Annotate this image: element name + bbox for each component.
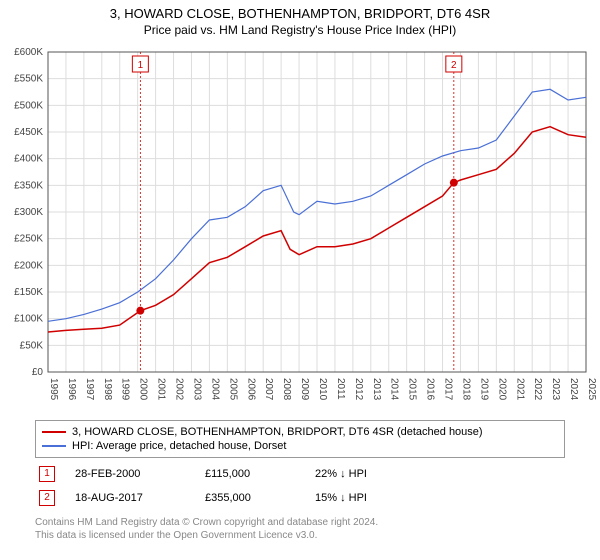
svg-text:2005: 2005 [227, 378, 238, 401]
svg-text:2008: 2008 [281, 378, 292, 401]
price-chart: £0 £50K £100K £150K £200K £250K £300K £350K £400… [0, 44, 600, 414]
sales-table: 1 28-FEB-2000 £115,000 22% ↓ HPI 2 18-AU… [35, 462, 565, 510]
sale-marker-icon: 1 [39, 466, 55, 482]
svg-text:£500K: £500K [14, 100, 43, 111]
footer-line: Contains HM Land Registry data © Crown c… [35, 516, 565, 529]
svg-text:2025: 2025 [586, 378, 597, 401]
svg-text:£200K: £200K [14, 260, 43, 271]
svg-text:1999: 1999 [120, 378, 131, 401]
sale-date: 18-AUG-2017 [75, 492, 205, 504]
svg-text:2007: 2007 [263, 378, 274, 401]
sale-diff: 15% ↓ HPI [315, 492, 435, 504]
table-row: 2 18-AUG-2017 £355,000 15% ↓ HPI [35, 486, 565, 510]
svg-text:2022: 2022 [532, 378, 543, 401]
legend-row: 3, HOWARD CLOSE, BOTHENHAMPTON, BRIDPORT… [42, 425, 558, 439]
svg-text:2: 2 [451, 60, 457, 71]
chart-title-block: 3, HOWARD CLOSE, BOTHENHAMPTON, BRIDPORT… [0, 0, 600, 37]
svg-text:£300K: £300K [14, 207, 43, 218]
svg-text:£150K: £150K [14, 287, 43, 298]
svg-text:2015: 2015 [407, 378, 418, 401]
svg-text:£100K: £100K [14, 314, 43, 325]
svg-text:1998: 1998 [102, 378, 113, 401]
svg-text:2013: 2013 [371, 378, 382, 401]
legend-swatch-price [42, 431, 66, 433]
sale-price: £355,000 [205, 492, 315, 504]
svg-text:£50K: £50K [20, 340, 44, 351]
svg-text:2001: 2001 [156, 378, 167, 401]
svg-text:2004: 2004 [209, 378, 220, 401]
svg-text:2024: 2024 [568, 378, 579, 401]
legend-label: HPI: Average price, detached house, Dors… [72, 440, 286, 452]
svg-text:2002: 2002 [174, 378, 185, 401]
chart-title: 3, HOWARD CLOSE, BOTHENHAMPTON, BRIDPORT… [0, 6, 600, 21]
svg-text:£250K: £250K [14, 234, 43, 245]
svg-text:£600K: £600K [14, 47, 43, 58]
svg-text:2010: 2010 [317, 378, 328, 401]
svg-text:£550K: £550K [14, 74, 43, 85]
svg-text:2012: 2012 [353, 378, 364, 401]
footer-line: This data is licensed under the Open Gov… [35, 529, 565, 542]
svg-text:2016: 2016 [425, 378, 436, 401]
legend-label: 3, HOWARD CLOSE, BOTHENHAMPTON, BRIDPORT… [72, 426, 483, 438]
svg-text:2023: 2023 [550, 378, 561, 401]
svg-text:1996: 1996 [66, 378, 77, 401]
chart-subtitle: Price paid vs. HM Land Registry's House … [0, 23, 600, 37]
svg-text:£450K: £450K [14, 127, 43, 138]
svg-text:2014: 2014 [389, 378, 400, 401]
svg-text:2011: 2011 [335, 378, 346, 400]
sale-price: £115,000 [205, 468, 315, 480]
svg-text:£350K: £350K [14, 180, 43, 191]
svg-text:2021: 2021 [514, 378, 525, 401]
svg-text:2018: 2018 [460, 378, 471, 401]
legend-row: HPI: Average price, detached house, Dors… [42, 439, 558, 453]
svg-text:2000: 2000 [138, 378, 149, 401]
svg-text:1: 1 [138, 60, 144, 71]
svg-text:2020: 2020 [496, 378, 507, 401]
legend-swatch-hpi [42, 445, 66, 447]
sale-date: 28-FEB-2000 [75, 468, 205, 480]
svg-text:2006: 2006 [245, 378, 256, 401]
footer-attribution: Contains HM Land Registry data © Crown c… [35, 516, 565, 542]
svg-text:2009: 2009 [299, 378, 310, 401]
svg-text:1997: 1997 [84, 378, 95, 401]
sale-diff: 22% ↓ HPI [315, 468, 435, 480]
svg-text:2017: 2017 [443, 378, 454, 401]
legend: 3, HOWARD CLOSE, BOTHENHAMPTON, BRIDPORT… [35, 420, 565, 458]
svg-text:2019: 2019 [478, 378, 489, 401]
svg-text:2003: 2003 [191, 378, 202, 401]
chart-svg: £0 £50K £100K £150K £200K £250K £300K £350K £400… [0, 44, 600, 414]
svg-text:1995: 1995 [48, 378, 59, 401]
svg-text:£0: £0 [32, 367, 44, 378]
svg-text:£400K: £400K [14, 154, 43, 165]
sale-marker-icon: 2 [39, 490, 55, 506]
table-row: 1 28-FEB-2000 £115,000 22% ↓ HPI [35, 462, 565, 486]
